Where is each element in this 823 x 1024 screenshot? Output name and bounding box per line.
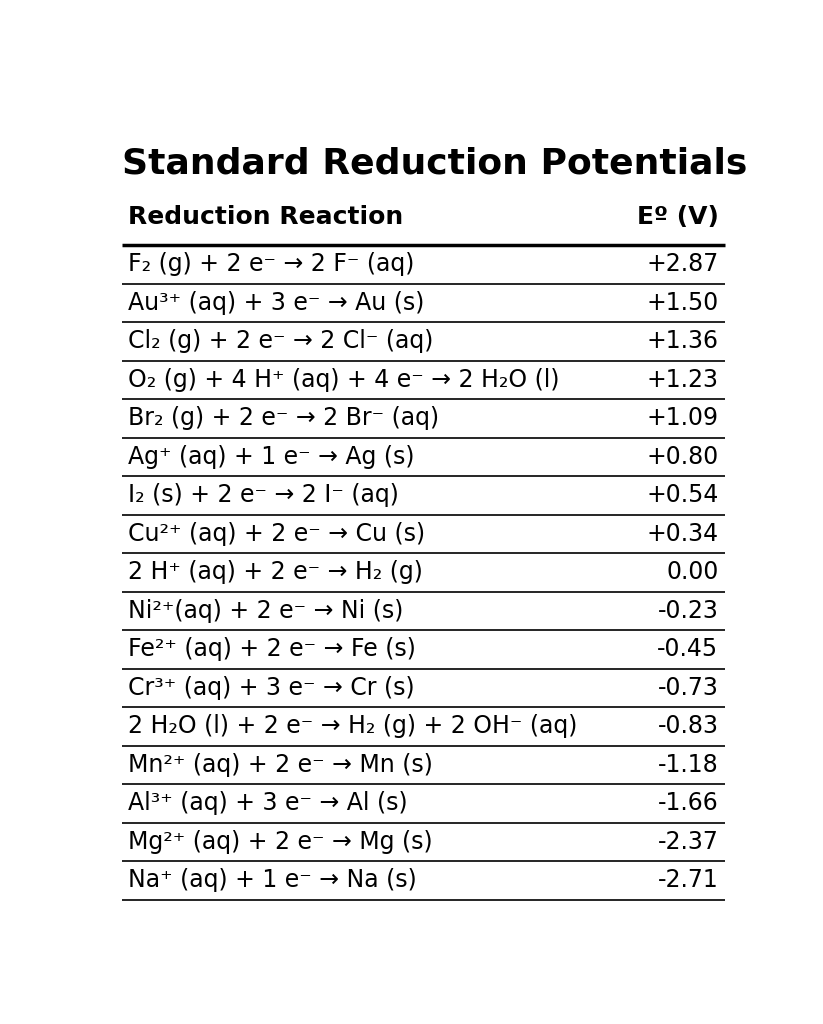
Text: Cl₂ (g) + 2 e⁻ → 2 Cl⁻ (aq): Cl₂ (g) + 2 e⁻ → 2 Cl⁻ (aq) [128, 330, 434, 353]
Text: Mn²⁺ (aq) + 2 e⁻ → Mn (s): Mn²⁺ (aq) + 2 e⁻ → Mn (s) [128, 753, 433, 777]
Text: -2.37: -2.37 [658, 829, 718, 854]
Text: 2 H⁺ (aq) + 2 e⁻ → H₂ (g): 2 H⁺ (aq) + 2 e⁻ → H₂ (g) [128, 560, 423, 585]
Text: Eº (V): Eº (V) [636, 205, 718, 229]
Text: -0.73: -0.73 [658, 676, 718, 699]
Text: Mg²⁺ (aq) + 2 e⁻ → Mg (s): Mg²⁺ (aq) + 2 e⁻ → Mg (s) [128, 829, 433, 854]
Text: Br₂ (g) + 2 e⁻ → 2 Br⁻ (aq): Br₂ (g) + 2 e⁻ → 2 Br⁻ (aq) [128, 407, 439, 430]
Text: -1.18: -1.18 [658, 753, 718, 777]
Text: -2.71: -2.71 [658, 868, 718, 892]
Text: +1.50: +1.50 [646, 291, 718, 314]
Text: Ni²⁺(aq) + 2 e⁻ → Ni (s): Ni²⁺(aq) + 2 e⁻ → Ni (s) [128, 599, 404, 623]
Text: Standard Reduction Potentials: Standard Reduction Potentials [122, 146, 747, 180]
Text: 0.00: 0.00 [666, 560, 718, 585]
Text: Cu²⁺ (aq) + 2 e⁻ → Cu (s): Cu²⁺ (aq) + 2 e⁻ → Cu (s) [128, 522, 425, 546]
Text: F₂ (g) + 2 e⁻ → 2 F⁻ (aq): F₂ (g) + 2 e⁻ → 2 F⁻ (aq) [128, 252, 415, 276]
Text: I₂ (s) + 2 e⁻ → 2 I⁻ (aq): I₂ (s) + 2 e⁻ → 2 I⁻ (aq) [128, 483, 399, 507]
Text: Reduction Reaction: Reduction Reaction [128, 205, 403, 229]
Text: -0.45: -0.45 [658, 637, 718, 662]
Text: +0.34: +0.34 [646, 522, 718, 546]
Text: Na⁺ (aq) + 1 e⁻ → Na (s): Na⁺ (aq) + 1 e⁻ → Na (s) [128, 868, 417, 892]
Text: -1.66: -1.66 [658, 792, 718, 815]
Text: 2 H₂O (l) + 2 e⁻ → H₂ (g) + 2 OH⁻ (aq): 2 H₂O (l) + 2 e⁻ → H₂ (g) + 2 OH⁻ (aq) [128, 715, 578, 738]
Text: +2.87: +2.87 [646, 252, 718, 276]
Text: O₂ (g) + 4 H⁺ (aq) + 4 e⁻ → 2 H₂O (l): O₂ (g) + 4 H⁺ (aq) + 4 e⁻ → 2 H₂O (l) [128, 368, 560, 392]
Text: +1.36: +1.36 [646, 330, 718, 353]
Text: Cr³⁺ (aq) + 3 e⁻ → Cr (s): Cr³⁺ (aq) + 3 e⁻ → Cr (s) [128, 676, 415, 699]
Text: +1.23: +1.23 [646, 368, 718, 392]
Text: -0.23: -0.23 [658, 599, 718, 623]
Text: +0.80: +0.80 [646, 444, 718, 469]
Text: +0.54: +0.54 [646, 483, 718, 507]
Text: Al³⁺ (aq) + 3 e⁻ → Al (s): Al³⁺ (aq) + 3 e⁻ → Al (s) [128, 792, 408, 815]
Text: +1.09: +1.09 [646, 407, 718, 430]
Text: Au³⁺ (aq) + 3 e⁻ → Au (s): Au³⁺ (aq) + 3 e⁻ → Au (s) [128, 291, 425, 314]
Text: -0.83: -0.83 [658, 715, 718, 738]
Text: Ag⁺ (aq) + 1 e⁻ → Ag (s): Ag⁺ (aq) + 1 e⁻ → Ag (s) [128, 444, 415, 469]
Text: Fe²⁺ (aq) + 2 e⁻ → Fe (s): Fe²⁺ (aq) + 2 e⁻ → Fe (s) [128, 637, 416, 662]
